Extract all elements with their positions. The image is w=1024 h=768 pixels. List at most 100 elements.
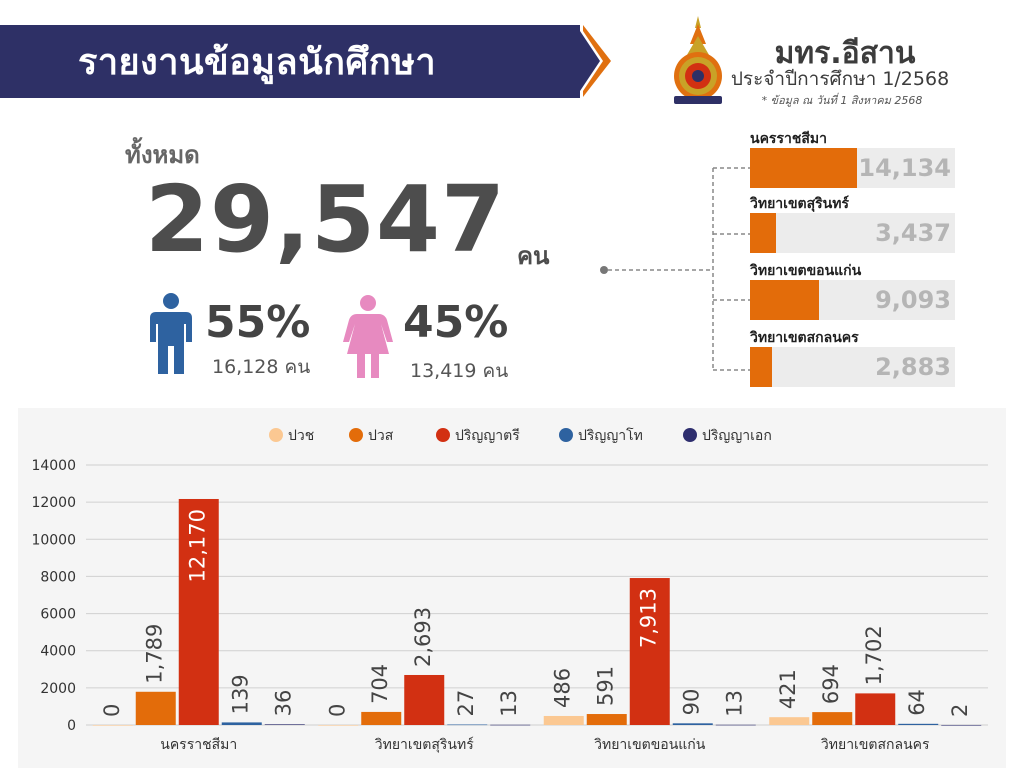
data-label: 0 [100, 704, 124, 717]
y-tick-label: 4000 [40, 644, 76, 660]
data-label: 27 [454, 690, 478, 717]
total-value: 29,547 [145, 166, 507, 273]
data-label: 1,702 [862, 625, 886, 685]
data-label: 13 [497, 690, 521, 717]
y-tick-label: 6000 [40, 607, 76, 623]
data-label: 139 [229, 674, 253, 714]
data-label: 591 [594, 666, 618, 706]
female-icon [343, 295, 393, 378]
female-count: 13,419 คน [410, 360, 509, 382]
x-tick-label: วิทยาเขตขอนแก่น [594, 737, 706, 753]
campus-name: วิทยาเขตสุรินทร์ [750, 196, 849, 212]
data-label: 421 [776, 669, 800, 709]
y-tick-label: 0 [67, 718, 76, 734]
legend-label: ปริญญาโท [578, 427, 643, 444]
bar [135, 691, 176, 725]
legend-swatch [436, 428, 450, 442]
bar [447, 724, 488, 726]
data-label: 694 [819, 664, 843, 704]
bar [629, 578, 670, 725]
female-percent: 45% [403, 297, 509, 348]
title-banner: รายงานข้อมูลนักศึกษา [0, 25, 580, 98]
campus-name: วิทยาเขตขอนแก่น [750, 263, 862, 279]
chart-svg: 0 2000 4000 6000 8000 10000 12000 14000 ปวช ปวส ปร… [31, 427, 988, 753]
data-label: 2,693 [411, 607, 435, 667]
bar [898, 723, 939, 725]
male-percent: 55% [205, 297, 311, 348]
bar [490, 724, 531, 726]
bar [586, 714, 627, 725]
data-label: 7,913 [637, 588, 661, 648]
legend-swatch [269, 428, 283, 442]
bar [221, 722, 262, 725]
total-unit: คน [517, 242, 550, 270]
campus-value: 2,883 [875, 353, 951, 381]
legend-swatch [559, 428, 573, 442]
x-tick-label: วิทยาเขตสกลนคร [821, 737, 930, 753]
campus-connector-lines [600, 167, 750, 371]
data-label: 704 [368, 664, 392, 704]
x-tick-label: วิทยาเขตสุรินทร์ [375, 736, 475, 753]
campus-bar: 3,437 [750, 213, 955, 253]
data-label: 13 [723, 690, 747, 717]
bar [672, 723, 713, 725]
bar [715, 724, 756, 726]
campus-bar-fill [750, 280, 820, 320]
y-tick-label: 14000 [31, 458, 76, 474]
x-tick-label: นครราชสีมา [160, 737, 237, 753]
bar [812, 712, 853, 725]
data-label: 0 [325, 704, 349, 717]
data-date-note: * ข้อมูล ณ วันที่ 1 สิงหาคม 2568 [761, 94, 923, 107]
campus-bar-fill [750, 213, 777, 253]
data-label: 64 [905, 689, 929, 716]
data-label: 36 [272, 690, 296, 717]
y-tick-label: 2000 [40, 681, 76, 697]
bar [264, 724, 305, 725]
data-label: 486 [551, 668, 575, 708]
campus-row-sakon-nakhon: วิทยาเขตสกลนคร 2,883 [750, 329, 955, 387]
bar [404, 674, 445, 725]
legend-label: ปริญญาเอก [702, 428, 772, 444]
campus-bar: 2,883 [750, 347, 955, 387]
campus-bar-fill [750, 148, 858, 188]
institution-name: มทร.อีสาน [774, 36, 916, 71]
students-by-level-chart: 0 2000 4000 6000 8000 10000 12000 14000 ปวช ปวส ปร… [18, 408, 1006, 768]
bar [769, 717, 810, 725]
campus-value: 3,437 [875, 219, 951, 247]
campus-bar: 14,134 [750, 148, 955, 188]
male-icon [150, 293, 192, 374]
campus-row-surin: วิทยาเขตสุรินทร์ 3,437 [750, 195, 955, 253]
bar [318, 725, 359, 726]
bar [178, 498, 219, 725]
data-label: 1,789 [143, 624, 167, 684]
campus-row-nakhon-ratchasima: นครราชสีมา 14,134 [750, 130, 955, 188]
bar [941, 724, 982, 726]
banner-arrow [576, 25, 600, 97]
campus-value: 9,093 [875, 286, 951, 314]
legend-swatch [349, 428, 363, 442]
total-label: ทั้งหมด [125, 141, 200, 169]
campus-value: 14,134 [858, 154, 951, 182]
male-count: 16,128 คน [212, 356, 311, 378]
legend-label: ปริญญาตรี [455, 428, 520, 444]
bar [92, 725, 133, 726]
academic-year: ประจำปีการศึกษา 1/2568 [730, 68, 950, 90]
data-label: 12,170 [186, 509, 210, 582]
university-logo [674, 16, 722, 104]
legend-label: ปวช [288, 428, 314, 444]
legend-label: ปวส [368, 428, 394, 444]
bar [855, 693, 896, 725]
campus-name: นครราชสีมา [750, 131, 827, 147]
campus-bar-fill [750, 347, 772, 387]
data-label: 90 [680, 689, 704, 716]
y-tick-label: 12000 [31, 495, 76, 511]
bar [543, 715, 584, 725]
data-label: 2 [948, 704, 972, 717]
campus-name: วิทยาเขตสกลนคร [750, 330, 859, 346]
page-title: รายงานข้อมูลนักศึกษา [78, 42, 437, 83]
y-tick-label: 10000 [31, 532, 76, 548]
campus-row-khon-kaen: วิทยาเขตขอนแก่น 9,093 [750, 262, 955, 320]
y-tick-label: 8000 [40, 569, 76, 585]
campus-bar: 9,093 [750, 280, 955, 320]
legend-swatch [683, 428, 697, 442]
